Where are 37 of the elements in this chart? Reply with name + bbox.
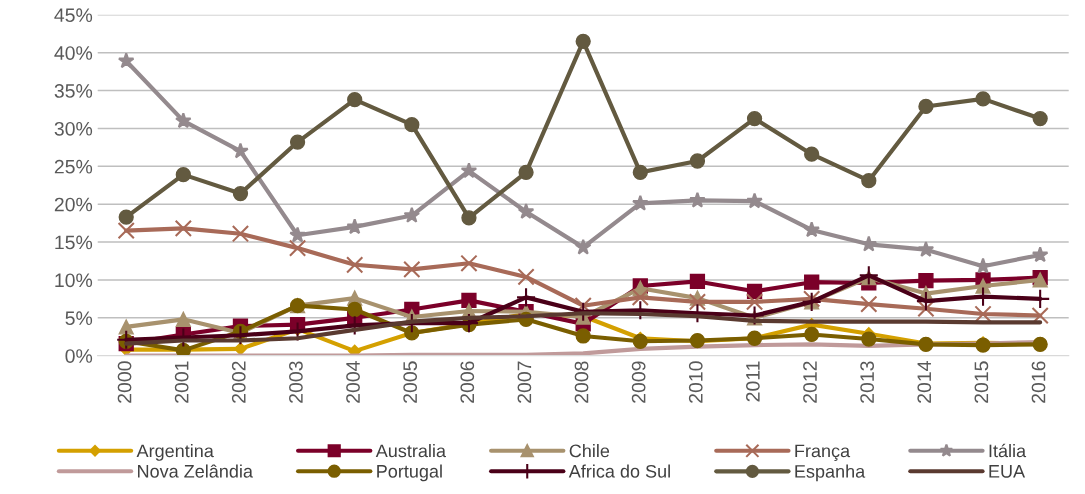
y-tick-label: 25% xyxy=(54,159,93,174)
legend-label: França xyxy=(795,444,851,461)
legend-label: Chile xyxy=(569,444,610,458)
legend-label: Argentina xyxy=(136,444,214,461)
y-tick-label: 15% xyxy=(55,235,93,250)
x-tick-label: 2003 xyxy=(289,361,303,403)
x-tick-label: 2000 xyxy=(117,361,132,403)
x-tick-label: 2013 xyxy=(860,361,875,403)
x-tick-label: 2009 xyxy=(631,361,646,403)
legend-label: EUA xyxy=(989,465,1026,478)
x-tick-label: 2006 xyxy=(460,361,475,403)
x-tick-label: 2005 xyxy=(403,361,418,403)
y-tick-label: 0% xyxy=(65,349,93,363)
x-tick-label: 2012 xyxy=(803,361,817,403)
legend-label: Portugal xyxy=(377,464,442,482)
x-tick-label: 2011 xyxy=(746,361,760,402)
y-tick-label: 20% xyxy=(54,197,93,212)
x-tick-label: 2001 xyxy=(174,361,189,403)
x-tick-label: 2008 xyxy=(574,361,589,403)
x-tick-label: 2002 xyxy=(231,361,246,403)
legend-label: Espanha xyxy=(795,464,866,482)
y-tick-label: 35% xyxy=(54,84,93,98)
x-tick-label: 2010 xyxy=(688,361,703,403)
x-tick-label: 2015 xyxy=(974,361,989,403)
legend-label: Australia xyxy=(375,444,446,458)
legend-label: Itália xyxy=(989,443,1027,458)
y-tick-label: 30% xyxy=(54,121,93,136)
legend-label: Africa do Sul xyxy=(568,464,670,478)
x-tick-label: 2014 xyxy=(917,361,932,403)
y-tick-label: 10% xyxy=(55,273,93,288)
y-tick-label: 45% xyxy=(54,8,93,23)
x-tick-label: 2016 xyxy=(1031,361,1046,403)
y-tick-label: 40% xyxy=(54,46,93,60)
y-tick-label: 5% xyxy=(65,311,93,326)
x-tick-label: 2004 xyxy=(346,361,360,403)
legend-label: Nova Zelândia xyxy=(138,464,253,478)
x-tick-label: 2007 xyxy=(517,361,532,403)
